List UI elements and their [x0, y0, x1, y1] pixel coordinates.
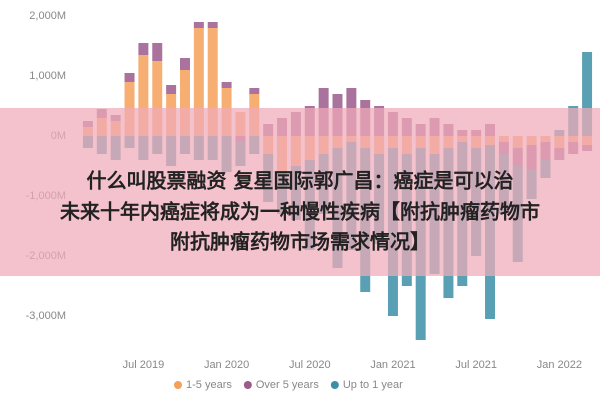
x-tick-label: Jan 2021: [370, 359, 415, 371]
bar-segment: [138, 55, 149, 136]
legend-marker: [243, 381, 252, 389]
bar-segment: [152, 43, 163, 61]
x-tick-label: Jul 2020: [289, 359, 331, 371]
overlay-line: 未来十年内癌症将成为一种慢性疾病【附抗肿瘤药物市: [60, 200, 540, 224]
overlay-line: 附抗肿瘤药物市场需求情况】: [170, 230, 430, 254]
x-tick-label: Jan 2022: [537, 359, 582, 371]
overlay-line: 什么叫股票融资 复星国际郭广昌：癌症是可以治: [87, 169, 514, 193]
legend-label: 1-5 years: [186, 379, 232, 391]
y-tick-label: 1,000M: [29, 70, 66, 82]
bar-segment: [221, 82, 232, 88]
legend-label: Over 5 years: [256, 379, 319, 391]
y-tick-label: -3,000M: [26, 310, 66, 322]
x-tick-label: Jan 2020: [204, 359, 249, 371]
y-tick-label: 2,000M: [29, 10, 66, 22]
legend-label: Up to 1 year: [343, 379, 403, 391]
x-tick-label: Jul 2019: [123, 359, 165, 371]
bar-segment: [152, 61, 163, 136]
bar-segment: [179, 58, 190, 70]
bar-segment: [138, 43, 149, 55]
bar-segment: [193, 28, 204, 136]
bar-segment: [124, 73, 135, 82]
legend-marker: [174, 381, 182, 389]
bar-segment: [249, 88, 260, 94]
overlay-banner: [0, 108, 600, 276]
bar-segment: [582, 52, 593, 136]
bar-segment: [207, 28, 218, 136]
bar-segment: [193, 22, 204, 28]
bar-segment: [166, 85, 177, 94]
bar-segment: [207, 22, 218, 28]
x-tick-label: Jul 2021: [455, 359, 497, 371]
bar-segment: [179, 70, 190, 136]
legend-marker: [330, 381, 339, 389]
